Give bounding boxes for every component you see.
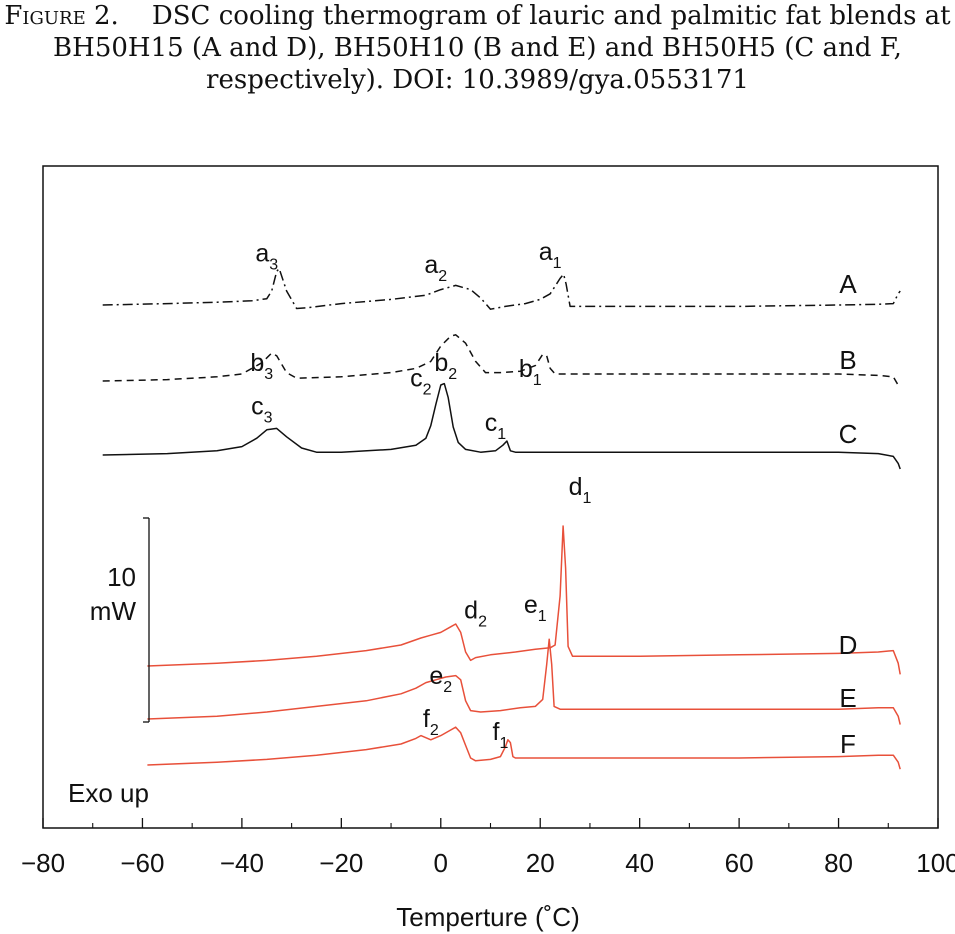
figure-label: Figure 2. [4, 1, 119, 31]
peak-label-b2: b2 [434, 349, 457, 383]
series-label-c: C [839, 419, 858, 449]
peak-label-f1: f1 [493, 718, 509, 752]
series-line-d [147, 525, 901, 675]
series-line-a [102, 267, 901, 310]
peak-label-a3: a3 [255, 240, 278, 274]
x-axis-title: Temperture (˚C) [396, 902, 579, 932]
peak-label-a2: a2 [424, 251, 447, 285]
series-label-f: F [840, 729, 856, 759]
caption-text: DSC cooling thermogram of lauric and pal… [53, 1, 951, 95]
x-tick-label: 20 [526, 848, 555, 878]
scale-bar-value: 10 [107, 562, 136, 592]
x-tick-label: −80 [21, 848, 65, 878]
series-line-b [102, 334, 901, 389]
peak-label-c2: c2 [410, 365, 432, 399]
peak-label-e2: e2 [429, 662, 452, 696]
x-tick-label: 80 [824, 848, 853, 878]
series-line-e [147, 638, 901, 725]
x-axis: −80 −60 −40 −20 0 20 40 60 80 100 [21, 818, 955, 878]
x-tick-label: −60 [120, 848, 164, 878]
series-label-e: E [839, 683, 856, 713]
peak-label-d2: d2 [464, 596, 487, 630]
series-line-f [147, 726, 901, 770]
x-tick-label: 40 [625, 848, 654, 878]
scale-bar-unit: mW [90, 596, 137, 626]
peak-label-c1: c1 [485, 409, 507, 443]
peak-label-d1: d1 [569, 473, 592, 507]
x-tick-label: 100 [916, 848, 955, 878]
peak-label-e1: e1 [524, 591, 547, 625]
peak-label-f2: f2 [423, 705, 439, 739]
series-label-d: D [839, 630, 858, 660]
x-tick-label: −20 [319, 848, 363, 878]
x-tick-label: 0 [434, 848, 448, 878]
series-line-c [102, 382, 901, 470]
series-label-b: B [839, 345, 856, 375]
x-tick-label: 60 [725, 848, 754, 878]
peak-label-c3: c3 [251, 392, 273, 426]
plot-frame [42, 165, 939, 829]
figure-caption: Figure 2. DSC cooling thermogram of laur… [0, 0, 955, 96]
peak-label-a1: a1 [539, 238, 562, 272]
x-tick-label: −40 [220, 848, 264, 878]
series-label-a: A [839, 269, 857, 299]
series-labels: A B C DEF [839, 269, 858, 759]
exo-up-label: Exo up [68, 778, 149, 808]
series-layer [102, 267, 901, 770]
